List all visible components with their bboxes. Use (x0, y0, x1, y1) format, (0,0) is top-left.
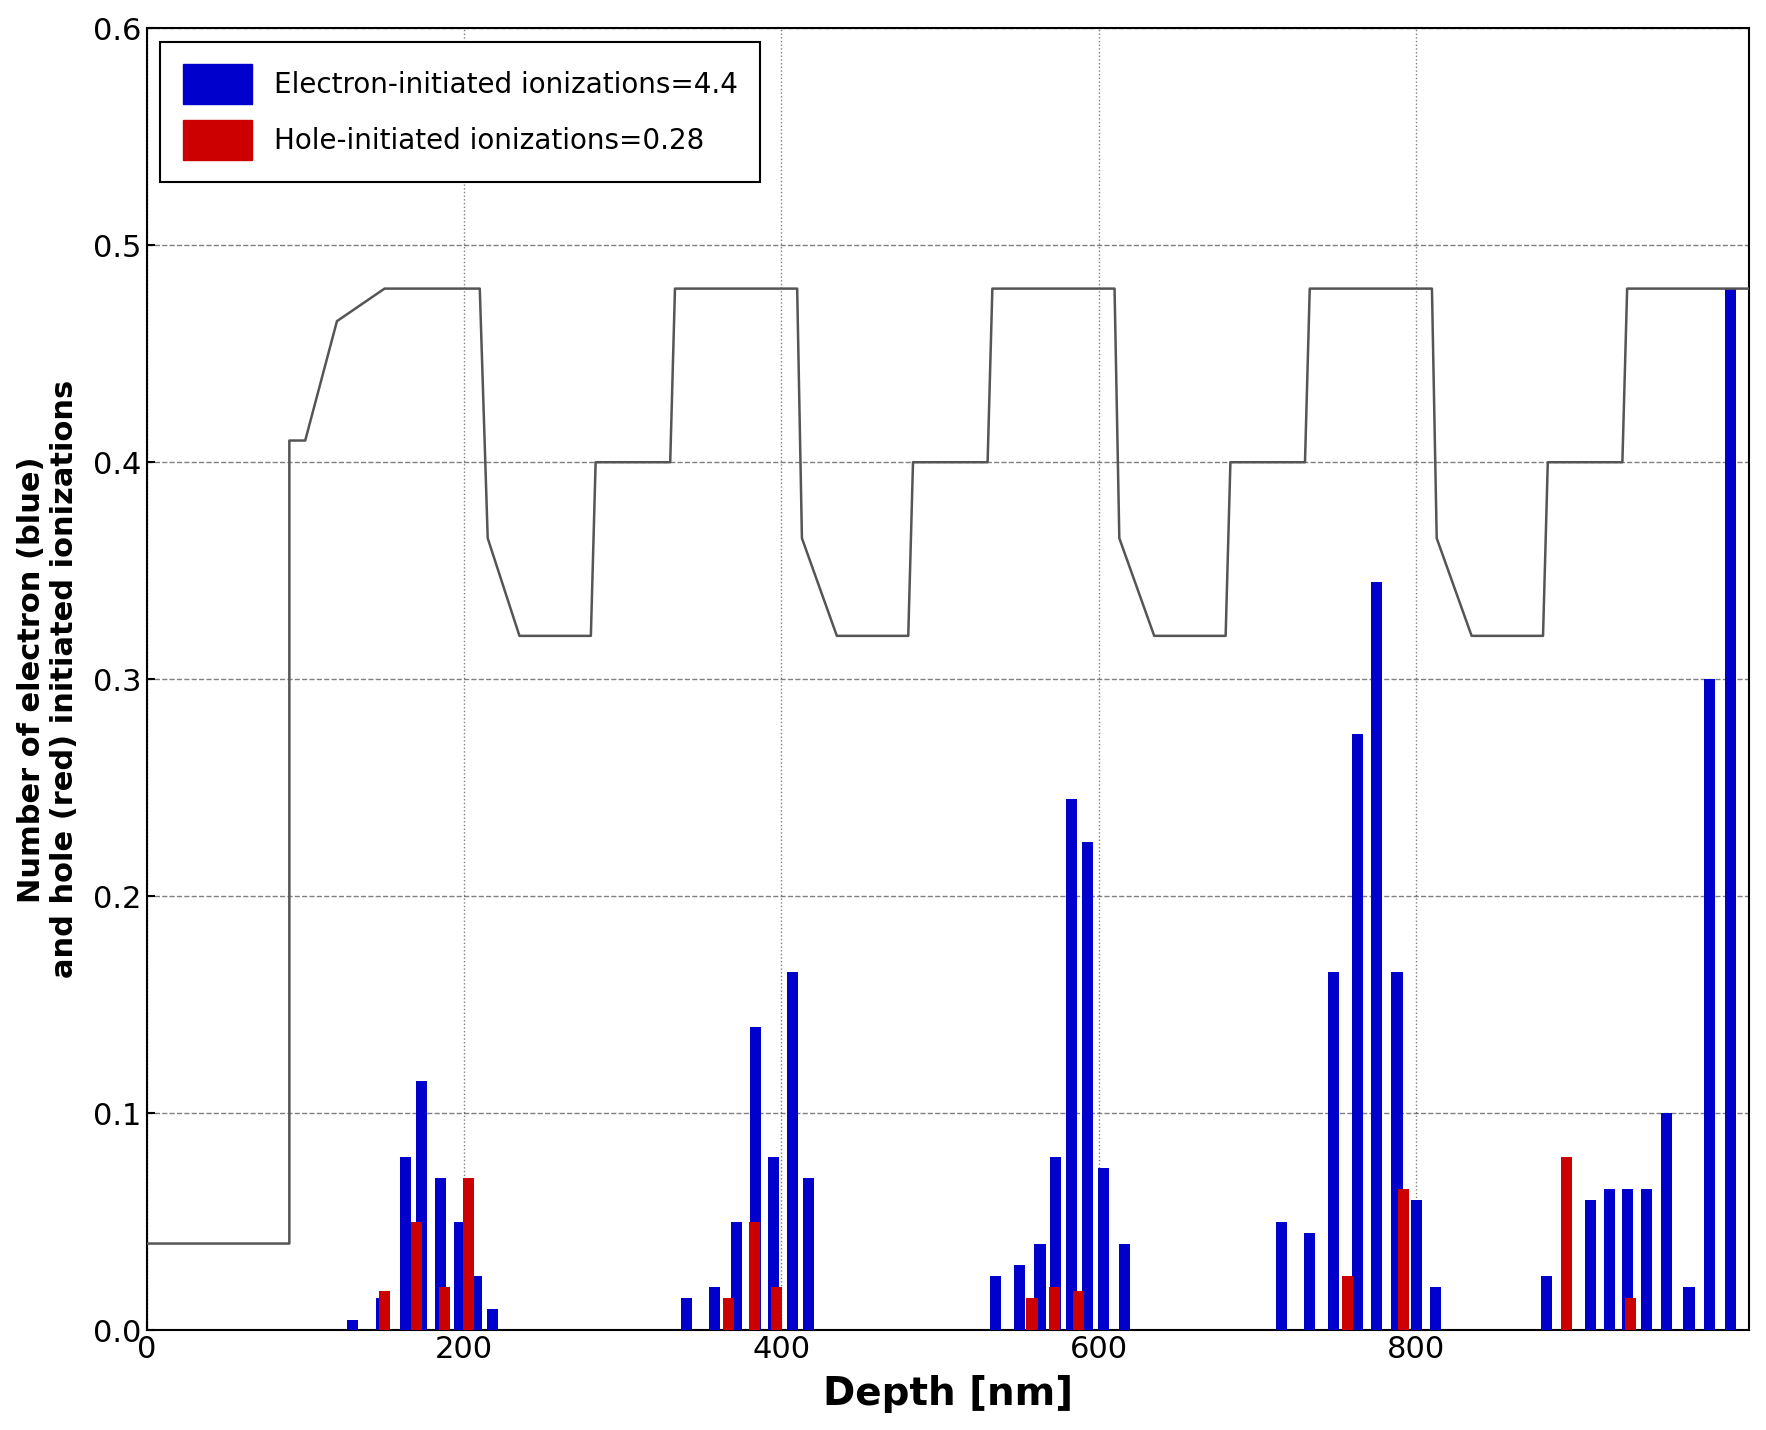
Bar (1275, 1221, 1287, 1330)
Bar (710, 1287, 721, 1330)
Bar (415, 1081, 427, 1330)
Bar (487, 1308, 498, 1330)
Bar (1625, 1298, 1635, 1330)
Bar (1399, 1190, 1409, 1330)
Bar (1540, 1276, 1552, 1330)
Bar (1392, 972, 1402, 1330)
Bar (1704, 679, 1715, 1330)
Bar (1561, 1157, 1572, 1330)
Bar (1586, 1200, 1596, 1330)
Bar (1621, 1190, 1634, 1330)
Bar (1026, 1298, 1038, 1330)
Bar (1725, 289, 1736, 1330)
Bar (434, 1178, 445, 1330)
Bar (1051, 1157, 1061, 1330)
Bar (1328, 972, 1339, 1330)
Bar (376, 1298, 387, 1330)
Bar (788, 972, 798, 1330)
Bar (399, 1157, 411, 1330)
Bar (1604, 1190, 1616, 1330)
Bar (731, 1221, 742, 1330)
Bar (772, 1287, 782, 1330)
Bar (991, 1276, 1001, 1330)
Bar (1035, 1244, 1045, 1330)
Legend: Electron-initiated ionizations=4.4, Hole-initiated ionizations=0.28: Electron-initiated ionizations=4.4, Hole… (161, 41, 761, 182)
Bar (1342, 1276, 1353, 1330)
Bar (411, 1221, 422, 1330)
Bar (724, 1298, 735, 1330)
Bar (1305, 1233, 1316, 1330)
Bar (680, 1298, 692, 1330)
Bar (1118, 1244, 1130, 1330)
Bar (1561, 1308, 1572, 1330)
Y-axis label: Number of electron (blue)
and hole (red) initiated ionizations: Number of electron (blue) and hole (red)… (16, 380, 79, 978)
Bar (1067, 798, 1077, 1330)
Bar (472, 1276, 482, 1330)
Bar (380, 1291, 390, 1330)
Bar (1411, 1200, 1422, 1330)
Bar (768, 1157, 779, 1330)
Bar (1049, 1287, 1060, 1330)
Bar (440, 1287, 450, 1330)
Bar (804, 1178, 814, 1330)
X-axis label: Depth [nm]: Depth [nm] (823, 1376, 1074, 1413)
Bar (751, 1027, 761, 1330)
Bar (1014, 1266, 1024, 1330)
Bar (1641, 1190, 1651, 1330)
Bar (1429, 1287, 1441, 1330)
Bar (1351, 734, 1363, 1330)
Bar (1662, 1114, 1672, 1330)
Bar (1370, 582, 1383, 1330)
Bar (454, 1221, 464, 1330)
Bar (749, 1221, 759, 1330)
Bar (1072, 1291, 1084, 1330)
Bar (1098, 1167, 1109, 1330)
Bar (1683, 1287, 1695, 1330)
Bar (463, 1178, 475, 1330)
Bar (348, 1320, 358, 1330)
Bar (1083, 842, 1093, 1330)
